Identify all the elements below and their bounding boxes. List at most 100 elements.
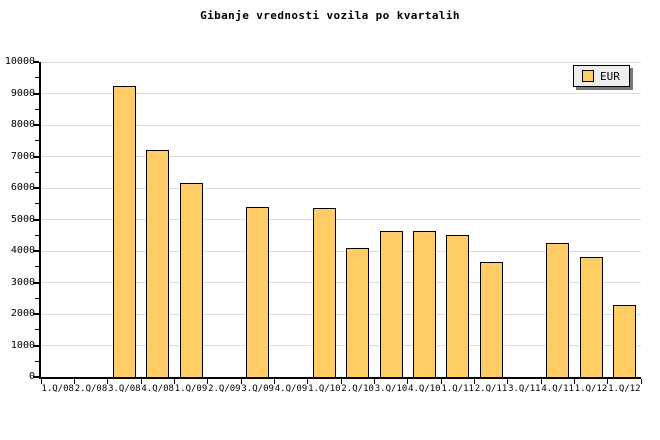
- x-tick-label: 4.Q/08: [141, 384, 174, 394]
- gridline: [41, 93, 641, 94]
- x-tick: [73, 379, 75, 384]
- y-tick-label: 7000: [10, 150, 35, 162]
- bar: [379, 230, 403, 377]
- x-tick: [140, 379, 142, 384]
- bar: [112, 85, 136, 377]
- x-tick-label: 3.Q/09: [241, 384, 274, 394]
- x-tick-label: 4.Q/09: [274, 384, 308, 394]
- y-minor-tick: [35, 234, 39, 236]
- x-tick-label: 4.Q/11: [541, 384, 574, 394]
- y-minor-tick: [35, 108, 39, 110]
- y-tick-label: 1000: [10, 339, 35, 351]
- bar: [312, 208, 336, 377]
- x-tick: [273, 379, 275, 384]
- x-tick: [440, 379, 442, 384]
- x-axis: [39, 377, 641, 379]
- x-tick-label: 2.Q/10: [341, 384, 374, 394]
- x-tick-label: 1.Q/09: [174, 384, 208, 394]
- x-tick-label: 1.Q/11: [441, 384, 474, 394]
- y-major-tick: [33, 344, 39, 347]
- y-major-tick: [33, 92, 39, 95]
- x-tick: [340, 379, 342, 384]
- chart-title: Gibanje vrednosti vozila po kvartalih: [200, 9, 460, 22]
- gridline: [41, 250, 641, 252]
- gridline: [41, 219, 641, 220]
- bar: [612, 304, 636, 377]
- x-tick: [40, 379, 42, 384]
- x-tick-label: 1.Q/08: [41, 384, 74, 394]
- x-tick-label: 2.Q/09: [208, 384, 241, 394]
- bar: [146, 150, 170, 377]
- y-major-tick: [33, 61, 39, 63]
- gridline: [41, 61, 641, 63]
- y-tick-label: 10000: [4, 56, 35, 67]
- legend-label: EUR: [600, 69, 620, 83]
- y-tick-label: 4000: [10, 245, 35, 256]
- legend: EUR: [573, 65, 630, 87]
- y-minor-tick: [35, 266, 39, 268]
- gridline: [41, 187, 641, 189]
- x-tick-label: 1.Q/12: [608, 384, 641, 394]
- x-tick: [307, 379, 309, 384]
- y-major-tick: [33, 124, 39, 126]
- plot-area: 0 1000 2000 3000 4000 5000 6000 7000 8000 9000 100…: [5, 57, 642, 394]
- y-minor-tick: [35, 140, 39, 142]
- x-tick: [373, 379, 375, 384]
- x-tick: [640, 379, 642, 384]
- y-tick-label: 9000: [10, 87, 35, 99]
- x-tick: [173, 379, 175, 384]
- gridline: [41, 313, 641, 315]
- x-tick: [540, 379, 542, 384]
- x-tick-label: 2.Q/11: [474, 384, 508, 394]
- x-tick: [240, 379, 242, 384]
- y-minor-tick: [35, 77, 39, 79]
- y-tick-label: 8000: [10, 119, 35, 130]
- x-tick: [507, 379, 509, 384]
- x-tick-label: 2.Q/08: [74, 384, 108, 394]
- y-tick-label: 0: [28, 371, 35, 382]
- x-tick-label: 1.Q/12: [574, 384, 608, 394]
- y-minor-tick: [35, 360, 39, 362]
- y-major-tick: [33, 250, 39, 252]
- gridline: [41, 156, 641, 157]
- bar: [446, 235, 470, 377]
- y-major-tick: [33, 281, 39, 284]
- x-tick-label: 3.Q/08: [108, 384, 141, 394]
- bar: [346, 247, 370, 377]
- y-major-tick: [33, 187, 39, 189]
- bar: [546, 243, 570, 377]
- x-tick: [407, 379, 409, 384]
- bar: [179, 183, 203, 377]
- bar: [412, 230, 436, 377]
- gridline: [41, 282, 641, 283]
- x-tick-label: 4.Q/10: [408, 384, 441, 394]
- y-minor-tick: [35, 329, 39, 331]
- y-major-tick: [33, 155, 39, 158]
- bar: [246, 206, 270, 377]
- x-tick-label: 3.Q/11: [508, 384, 541, 394]
- x-tick-label: 3.Q/10: [374, 384, 408, 394]
- y-major-tick: [33, 376, 39, 378]
- bar: [479, 262, 503, 377]
- x-tick: [607, 379, 609, 384]
- x-tick: [207, 379, 209, 384]
- gridline: [41, 124, 641, 126]
- x-tick: [107, 379, 109, 384]
- x-tick: [473, 379, 475, 384]
- y-axis: [39, 62, 41, 379]
- x-tick-label: 1.Q/10: [308, 384, 341, 394]
- y-major-tick: [33, 313, 39, 315]
- y-minor-tick: [35, 203, 39, 205]
- y-major-tick: [33, 218, 39, 221]
- y-minor-tick: [35, 171, 39, 173]
- y-tick-label: 2000: [10, 308, 35, 319]
- gridline: [41, 345, 641, 346]
- y-tick-label: 3000: [10, 276, 35, 288]
- bar: [579, 257, 603, 377]
- legend-swatch-icon: [582, 70, 594, 82]
- y-tick-label: 5000: [10, 213, 35, 225]
- y-tick-label: 6000: [10, 182, 35, 193]
- y-minor-tick: [35, 297, 39, 299]
- x-tick: [573, 379, 575, 384]
